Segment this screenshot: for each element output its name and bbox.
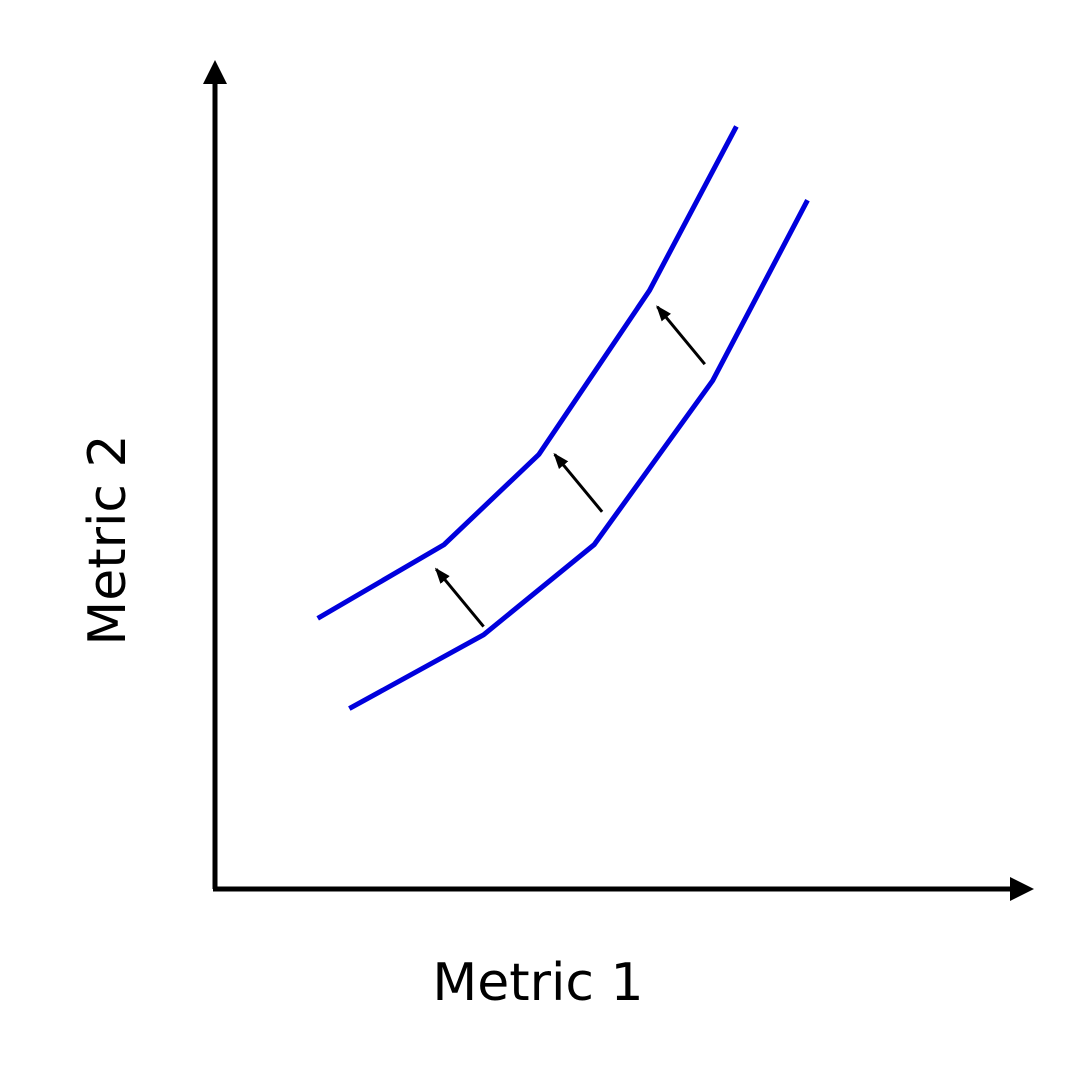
axes: [203, 60, 1034, 901]
x-axis-arrowhead: [1010, 877, 1034, 901]
y-axis-arrowhead: [203, 60, 227, 84]
curves: [316, 125, 810, 711]
upper-curve: [316, 125, 739, 621]
shift-arrow-1: [434, 567, 485, 628]
shift-arrows: [434, 305, 706, 628]
x-axis-label: Metric 1: [432, 953, 643, 1013]
shift-arrow-3: [656, 305, 706, 366]
shift-arrow-2: [553, 452, 604, 513]
y-axis-label: Metric 2: [78, 434, 138, 645]
lower-curve: [348, 199, 810, 711]
